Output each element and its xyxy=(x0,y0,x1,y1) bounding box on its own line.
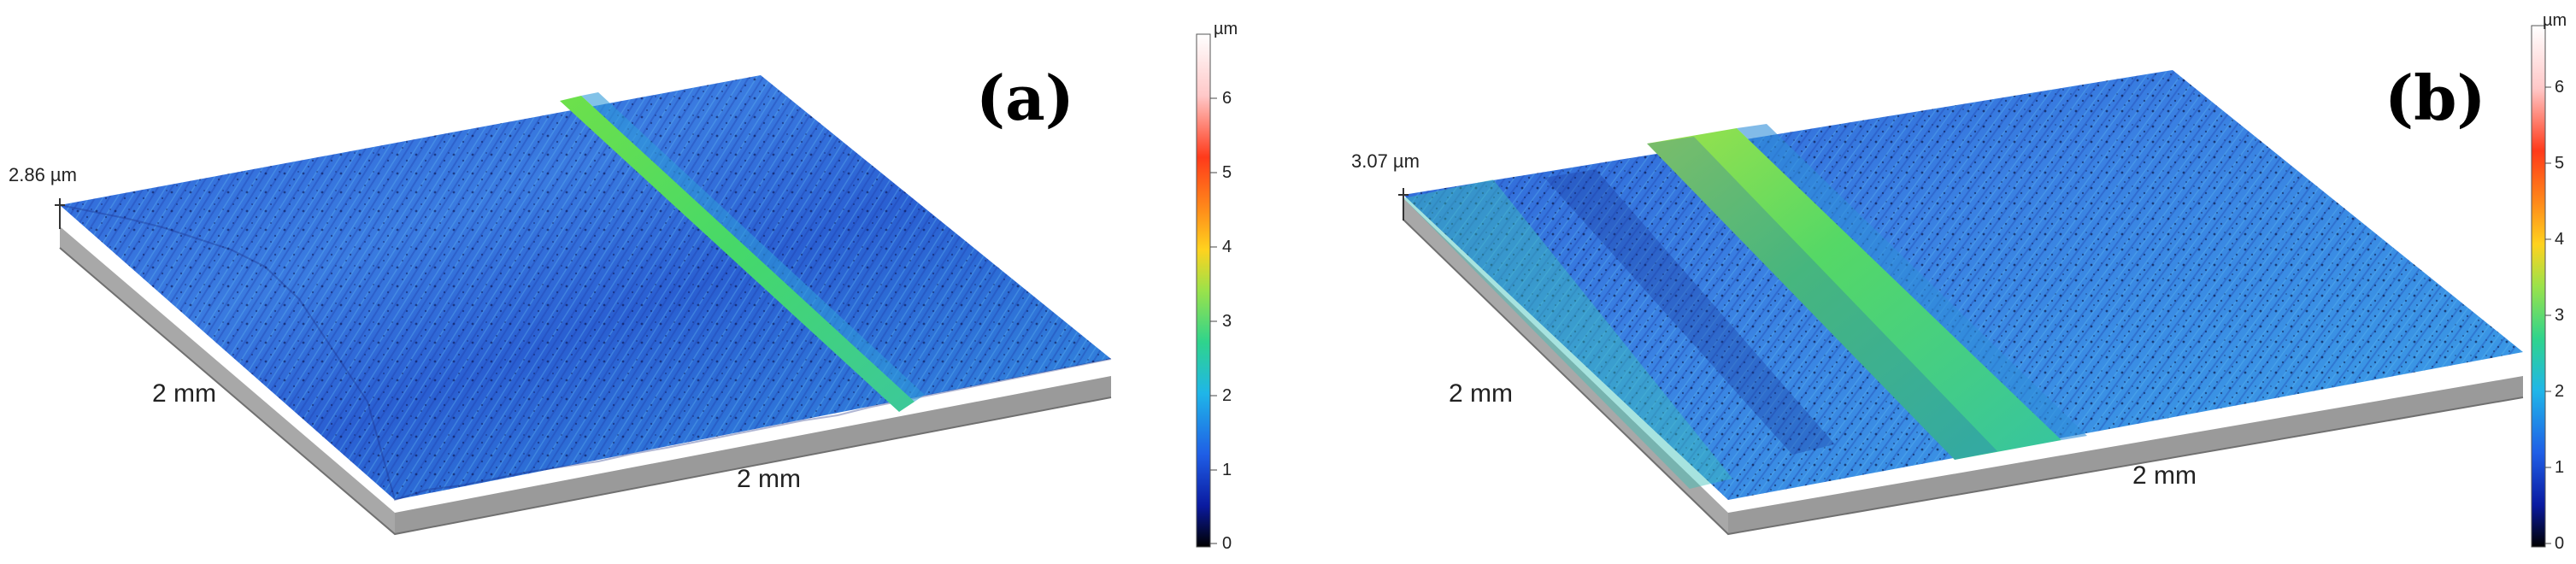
colorbar-tick-b-2: 2 xyxy=(2555,382,2564,401)
colorbar-tick-a-1: 1 xyxy=(1222,461,1232,479)
colorbar-tick-a-6: 6 xyxy=(1222,89,1232,108)
colorbar-tick-b-3: 3 xyxy=(2555,306,2564,325)
groove-band-b xyxy=(1403,179,1732,489)
colorbar-tick-a-2: 2 xyxy=(1222,386,1232,405)
panel-label-b: (b) xyxy=(2385,62,2485,134)
left-side-wall-b xyxy=(1403,198,1728,534)
colorbar-unit-a: µm xyxy=(1214,20,1238,38)
base-edge-a xyxy=(59,247,1112,536)
surface-speckle-a xyxy=(60,75,1111,500)
colorbar-tick-a-0: 0 xyxy=(1222,534,1232,553)
colorbar-tick-a-3: 3 xyxy=(1222,312,1232,331)
colorbar-tick-a-5: 5 xyxy=(1222,163,1232,182)
front-side-wall-a xyxy=(395,376,1111,534)
colorbar-tick-b-0: 0 xyxy=(2555,534,2564,553)
base-edge-b xyxy=(1403,219,2524,536)
colorbar-unit-b: µm xyxy=(2543,11,2567,30)
surface-plot-b: 3.07 µm 2 mm 2 mm (b) µm 0 1 2 3 4 5 6 xyxy=(1351,11,2567,553)
x-axis-label-a: 2 mm xyxy=(737,465,801,493)
surface-panel-b: 3.07 µm 2 mm 2 mm (b) µm 0 1 2 3 4 5 6 xyxy=(1288,0,2576,564)
colorbar-a: µm 0 1 2 3 4 5 6 xyxy=(1196,20,1238,553)
colorbar-tick-b-4: 4 xyxy=(2555,230,2564,249)
left-side-wall-a xyxy=(60,226,395,534)
y-axis-label-b: 2 mm xyxy=(1449,379,1513,408)
height-label-b: 3.07 µm xyxy=(1351,150,1420,172)
ridge-b xyxy=(1647,128,2061,460)
ridge-a xyxy=(560,96,915,412)
y-axis-label-a: 2 mm xyxy=(152,379,216,408)
colorbar-tick-b-1: 1 xyxy=(2555,458,2564,477)
colorbar-tick-a-4: 4 xyxy=(1222,238,1232,256)
colorbar-tick-b-5: 5 xyxy=(2555,154,2564,173)
surface-panel-a: 2.86 µm 2 mm 2 mm (a) µm 0 1 2 3 4 5 xyxy=(9,20,1238,553)
surface-plot-a: 2.86 µm 2 mm 2 mm (a) µm 0 1 2 3 4 5 xyxy=(9,20,1238,553)
panel-label-a: (a) xyxy=(976,62,1074,134)
height-label-a: 2.86 µm xyxy=(9,164,77,185)
x-axis-label-b: 2 mm xyxy=(2132,461,2197,490)
colorbar-tick-b-6: 6 xyxy=(2555,78,2564,97)
colorbar-b: µm 0 1 2 3 4 5 6 xyxy=(2531,11,2567,553)
front-side-wall-b xyxy=(1728,376,2523,534)
